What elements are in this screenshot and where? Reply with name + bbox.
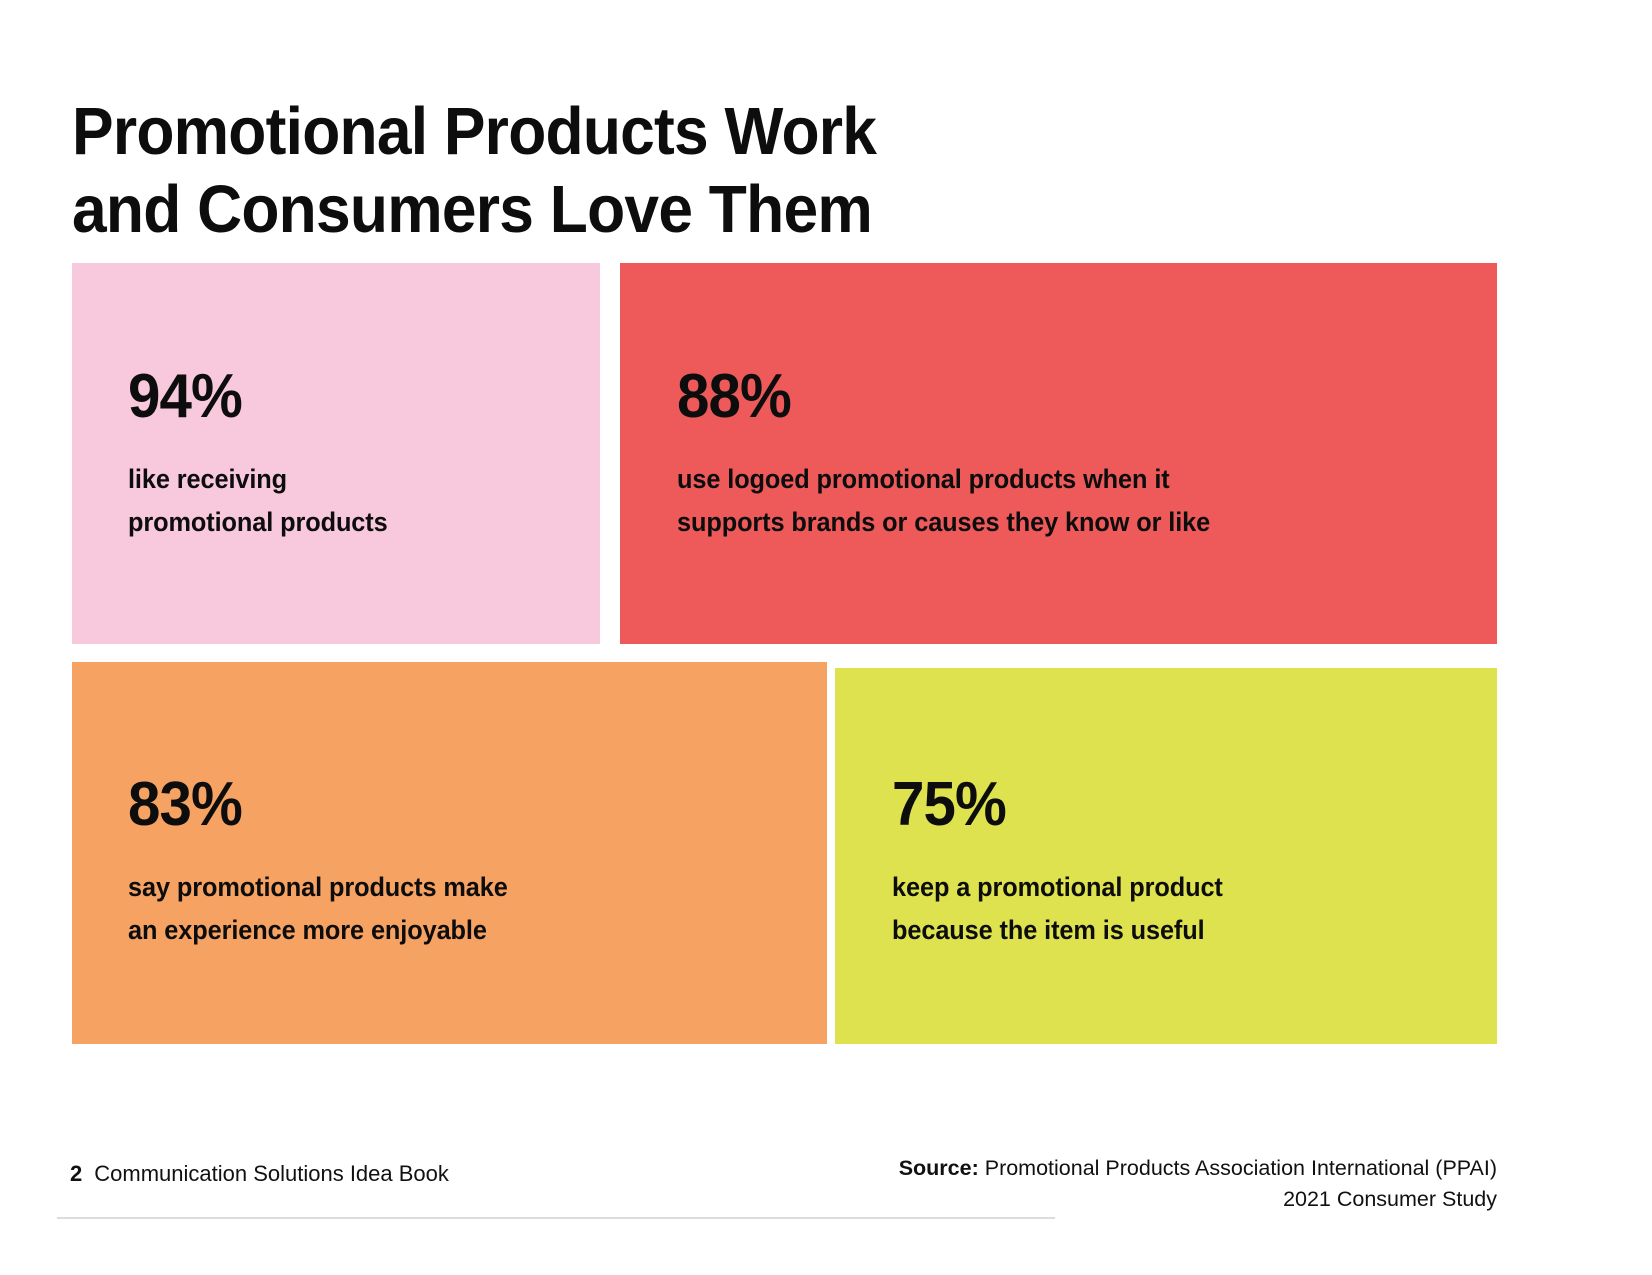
footer-source: Source: Promotional Products Association…	[877, 1153, 1497, 1215]
stat-value: 75%	[892, 769, 1007, 839]
stat-description: say promotional products make an experie…	[128, 871, 508, 945]
page-title-line-2: and Consumers Love Them	[72, 171, 873, 247]
book-name: Communication Solutions Idea Book	[94, 1161, 449, 1186]
stat-card-content: 83% say promotional products make an exp…	[128, 769, 797, 952]
stat-card-content: 75% keep a promotional product because t…	[892, 769, 1467, 952]
stat-value: 94%	[128, 362, 243, 431]
stat-value: 88%	[677, 362, 792, 431]
page-title: Promotional Products Work and Consumers …	[72, 93, 1188, 248]
page-title-line-1: Promotional Products Work	[72, 93, 877, 169]
page-number: 2	[70, 1161, 83, 1186]
stat-value: 83%	[128, 769, 243, 839]
stat-description: keep a promotional product because the i…	[892, 871, 1223, 945]
stat-card-like-receiving: 94% like receiving promotional products	[72, 263, 600, 644]
stat-description: use logoed promotional products when it …	[677, 464, 1211, 538]
stat-description: like receiving promotional products	[128, 464, 388, 538]
source-label: Source:	[898, 1156, 979, 1180]
footer-left: 2 Communication Solutions Idea Book	[70, 1159, 449, 1189]
stat-card-use-logoed: 88% use logoed promotional products when…	[620, 263, 1497, 644]
stat-card-content: 88% use logoed promotional products when…	[677, 366, 1467, 544]
stat-card-content: 94% like receiving promotional products	[128, 366, 570, 544]
stat-card-more-enjoyable: 83% say promotional products make an exp…	[72, 662, 827, 1044]
stat-card-keep-useful: 75% keep a promotional product because t…	[835, 668, 1497, 1044]
footer-divider	[57, 1217, 1055, 1219]
source-text: Promotional Products Association Interna…	[978, 1156, 1497, 1212]
